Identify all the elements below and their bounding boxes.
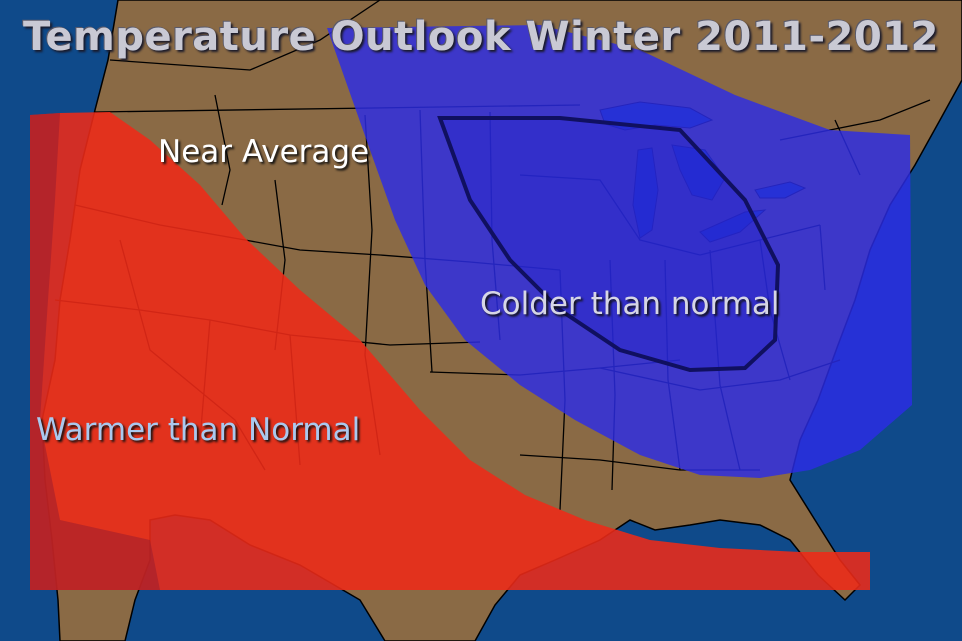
label-near-average: Near Average — [158, 134, 370, 170]
label-colder: Colder than normal — [480, 286, 780, 322]
map-title: Temperature Outlook Winter 2011-2012 — [23, 14, 939, 60]
warmer-region — [30, 112, 870, 590]
warm-ocean-tint — [30, 113, 160, 590]
colder-core — [437, 116, 781, 373]
label-warmer: Warmer than Normal — [36, 412, 361, 448]
colder-region — [327, 25, 912, 478]
